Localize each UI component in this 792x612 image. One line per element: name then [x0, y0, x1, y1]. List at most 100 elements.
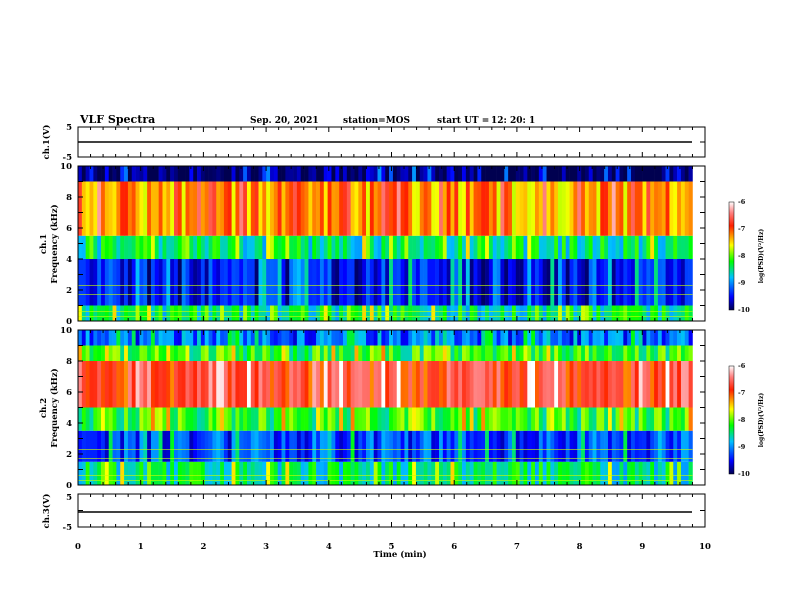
spectrogram-cell — [212, 407, 217, 431]
spectrogram-cell — [496, 361, 501, 408]
spectrogram-cell — [488, 361, 494, 408]
spectrogram-cell — [680, 330, 686, 346]
spectrogram-cell — [300, 430, 305, 462]
spectrogram-cell — [293, 181, 298, 236]
spectrogram-cell — [423, 361, 428, 408]
spectrogram-cell — [273, 461, 278, 485]
spectrogram-cell — [615, 181, 620, 236]
spectrogram-cell — [197, 407, 202, 431]
spectrogram-cell — [619, 407, 624, 431]
spectrogram-cell — [400, 305, 405, 321]
spectrogram-cell — [143, 166, 148, 182]
spectrogram-cell — [573, 430, 578, 462]
spectrogram-cell — [212, 330, 217, 346]
spectrogram-cell — [346, 430, 351, 462]
spectrogram-cell — [262, 361, 267, 408]
spectrogram-cell — [277, 361, 282, 408]
spectrogram-cell — [143, 330, 148, 346]
spectrogram-cell — [427, 259, 432, 306]
spectrogram-cell — [101, 259, 106, 306]
spectrogram-cell — [596, 181, 601, 236]
spectrogram-cell — [289, 235, 294, 259]
spectrogram-cell — [454, 430, 459, 462]
spectrogram-cell — [569, 430, 574, 462]
spectrogram-cell — [412, 430, 417, 462]
spectrogram-cell — [596, 430, 601, 462]
spectrogram-cell — [454, 330, 459, 346]
ch2-spectrogram-panel: 0 2 4 6 8 10 ch.2 Frequency (kHz) -6 -7 … — [39, 326, 765, 491]
spectrogram-cell — [581, 181, 586, 236]
spectrogram-cell — [293, 361, 298, 408]
spectrogram-cell — [492, 345, 497, 361]
spectrogram-cell — [112, 235, 117, 259]
spectrogram-cell — [189, 345, 194, 361]
spectrogram-cell — [93, 181, 98, 236]
spectrogram-cell — [189, 259, 194, 306]
spectrogram-cell — [385, 166, 390, 182]
spectrogram-cell — [439, 330, 444, 346]
spectrogram-cell — [607, 430, 613, 462]
spectrogram-cell — [527, 166, 532, 182]
spectrogram-cell — [615, 330, 620, 346]
spectrogram-cell — [266, 235, 271, 259]
spectrogram-cell — [300, 345, 305, 361]
spectrogram-cell — [277, 166, 282, 182]
spectrogram-cell — [584, 235, 590, 259]
spectrogram-cell — [477, 235, 482, 259]
spectrogram-cell — [604, 407, 609, 431]
spectrogram-cell — [373, 430, 378, 462]
spectrogram-cell — [170, 166, 175, 182]
spectrogram-cell — [684, 345, 689, 361]
spectrogram-cell — [431, 330, 436, 346]
spectrogram-cell — [646, 330, 651, 346]
spectrogram-cell — [611, 330, 616, 346]
spectrogram-cell — [458, 461, 463, 485]
spectrogram-cell — [615, 305, 620, 321]
spectrogram-cell — [419, 407, 424, 431]
spectrogram-cell — [266, 461, 271, 485]
spectrogram-cell — [573, 330, 578, 346]
spectrogram-cell — [688, 166, 693, 182]
spectrogram-cell — [362, 430, 367, 462]
spectrogram-cell — [519, 305, 524, 321]
spectrogram-cell — [600, 166, 605, 182]
spectrogram-cell — [308, 430, 313, 462]
spectrogram-cell — [78, 345, 83, 361]
spectrogram-cell — [281, 166, 286, 182]
spectrogram-cell — [473, 407, 478, 431]
spectrogram-cell — [665, 305, 670, 321]
spectrogram-cell — [304, 259, 309, 306]
spectrogram-cell — [577, 407, 582, 431]
spectrogram-cell — [158, 259, 163, 306]
spectrogram-cell — [581, 259, 586, 306]
spectrogram-cell — [101, 361, 106, 408]
spectrogram-cell — [469, 345, 474, 361]
spectrogram-cell — [231, 181, 236, 236]
spectrogram-cell — [216, 430, 221, 462]
spectrogram-cell — [81, 330, 86, 346]
spectrogram-cell — [519, 166, 524, 182]
spectrogram-cell — [127, 166, 133, 182]
spectrogram-cell — [85, 259, 90, 306]
ch3-voltage-ylabel: ch.3(V) — [41, 494, 52, 529]
spectrogram-cell — [496, 259, 501, 306]
spectrogram-cell — [558, 181, 563, 236]
spectrogram-cell — [481, 407, 486, 431]
spectrogram-cell — [277, 259, 282, 306]
spectrogram-cell — [258, 330, 263, 346]
spectrogram-cell — [262, 235, 267, 259]
spectrogram-cell — [258, 235, 263, 259]
spectrogram-cell — [127, 330, 133, 346]
spectrogram-cell — [550, 361, 555, 408]
spectrogram-cell — [500, 305, 505, 321]
spectrogram-cell — [554, 181, 559, 236]
spectrogram-cell — [120, 305, 125, 321]
spectrogram-cell — [558, 235, 563, 259]
ch1-voltage-ticks — [77, 127, 706, 157]
spectrogram-cell — [646, 361, 651, 408]
spectrogram-cell — [362, 407, 367, 431]
spectrogram-cell — [508, 330, 513, 346]
spectrogram-cell — [342, 181, 348, 236]
spectrogram-cell — [650, 345, 655, 361]
spectrogram-cell — [584, 166, 590, 182]
